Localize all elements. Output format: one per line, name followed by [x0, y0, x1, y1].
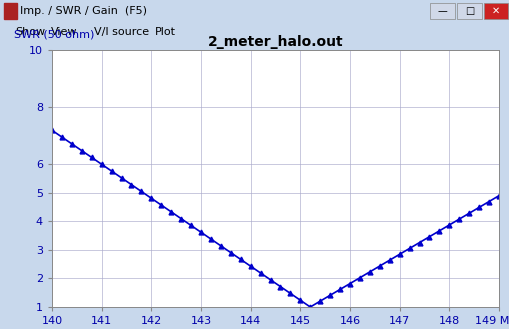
Text: Show: Show: [15, 27, 45, 37]
FancyBboxPatch shape: [457, 3, 482, 19]
Text: View: View: [51, 27, 77, 37]
Bar: [4, 3, 17, 19]
Text: ✕: ✕: [492, 6, 500, 16]
FancyBboxPatch shape: [484, 3, 508, 19]
Text: —: —: [437, 6, 447, 16]
Text: □: □: [465, 6, 474, 16]
Text: Imp. / SWR / Gain  (F5): Imp. / SWR / Gain (F5): [20, 6, 148, 16]
Text: SWR (50 ohm): SWR (50 ohm): [14, 30, 94, 40]
FancyBboxPatch shape: [430, 3, 455, 19]
Text: Plot: Plot: [155, 27, 176, 37]
Text: V/I source: V/I source: [94, 27, 149, 37]
Title: 2_meter_halo.out: 2_meter_halo.out: [208, 35, 343, 49]
